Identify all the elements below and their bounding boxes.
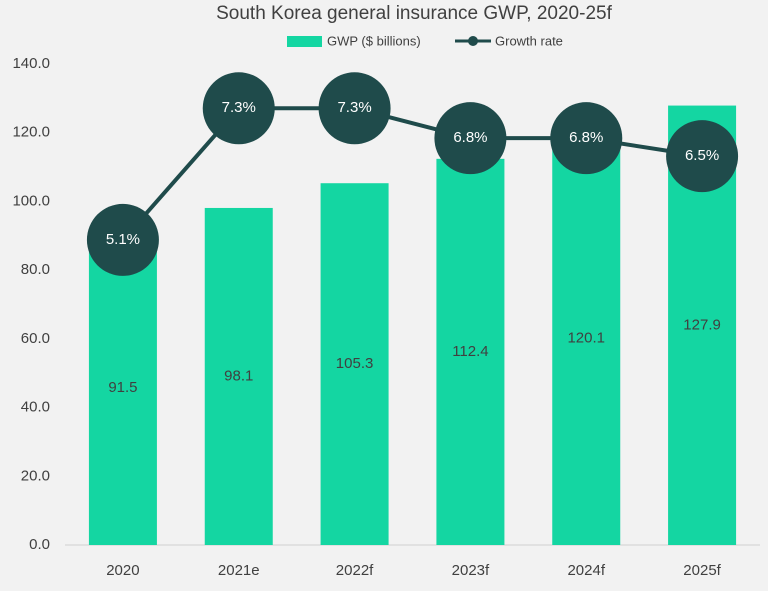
y-tick-label: 40.0 [21, 399, 50, 416]
bar-label: 120.1 [567, 330, 605, 347]
y-tick-label: 140.0 [12, 55, 50, 72]
bar-label: 112.4 [452, 343, 488, 360]
data-label: 7.3% [222, 99, 256, 116]
y-tick-label: 120.0 [12, 124, 50, 141]
bar-label: 105.3 [336, 355, 374, 372]
data-label: 6.8% [453, 129, 487, 146]
x-tick-label: 2024f [567, 562, 605, 579]
bar-label: 91.5 [108, 379, 137, 396]
bar [88, 230, 157, 545]
bar [436, 158, 505, 545]
x-tick-label: 2022f [336, 562, 374, 579]
y-tick-label: 80.0 [21, 261, 50, 278]
data-label: 7.3% [337, 99, 371, 116]
x-tick-label: 2021e [218, 562, 260, 579]
bar-label: 127.9 [683, 316, 721, 333]
marker [318, 72, 391, 145]
y-tick-label: 100.0 [12, 192, 50, 209]
bar [320, 183, 389, 545]
bar-label: 98.1 [224, 367, 253, 384]
y-tick-label: 20.0 [21, 467, 50, 484]
data-label: 5.1% [106, 231, 140, 248]
data-label: 6.5% [685, 147, 719, 164]
bar [552, 132, 621, 545]
bar [204, 207, 273, 545]
legend-swatch [468, 36, 478, 46]
marker [550, 102, 623, 175]
marker [434, 102, 507, 175]
x-tick-label: 2025f [683, 562, 721, 579]
legend-label: Growth rate [495, 33, 563, 48]
y-tick-label: 60.0 [21, 330, 50, 347]
chart-title: South Korea general insurance GWP, 2020-… [216, 3, 612, 24]
legend-swatch [287, 36, 322, 47]
legend-label: GWP ($ billions) [327, 33, 421, 48]
marker [666, 120, 739, 193]
x-tick-label: 2020 [106, 562, 139, 579]
marker [202, 72, 275, 145]
x-tick-label: 2023f [452, 562, 490, 579]
marker [86, 203, 159, 276]
data-label: 6.8% [569, 129, 603, 146]
y-tick-label: 0.0 [29, 536, 50, 553]
